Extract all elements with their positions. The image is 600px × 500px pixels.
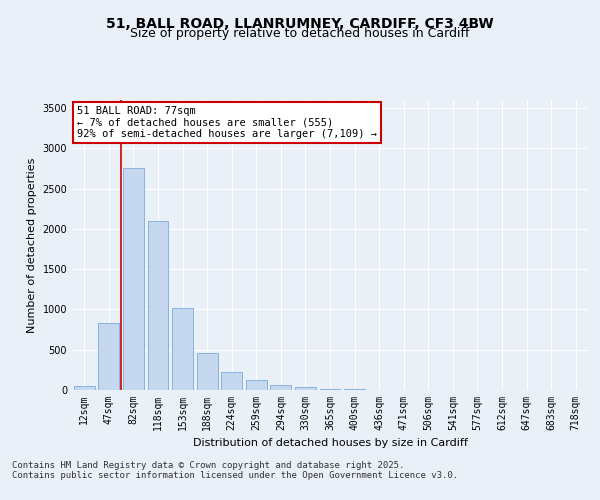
Text: 51, BALL ROAD, LLANRUMNEY, CARDIFF, CF3 4BW: 51, BALL ROAD, LLANRUMNEY, CARDIFF, CF3 …	[106, 18, 494, 32]
Bar	[197, 353, 218, 390]
Bar	[320, 389, 340, 390]
X-axis label: Distribution of detached houses by size in Cardiff: Distribution of detached houses by size …	[193, 438, 467, 448]
Bar	[295, 387, 316, 390]
Bar	[172, 308, 193, 390]
Text: 51 BALL ROAD: 77sqm
← 7% of detached houses are smaller (555)
92% of semi-detach: 51 BALL ROAD: 77sqm ← 7% of detached hou…	[77, 106, 377, 139]
Text: Contains HM Land Registry data © Crown copyright and database right 2025.: Contains HM Land Registry data © Crown c…	[12, 462, 404, 470]
Bar	[98, 323, 119, 390]
Bar	[246, 380, 267, 390]
Bar	[271, 385, 292, 390]
Bar	[221, 372, 242, 390]
Text: Contains public sector information licensed under the Open Government Licence v3: Contains public sector information licen…	[12, 472, 458, 480]
Bar	[74, 386, 95, 390]
Text: Size of property relative to detached houses in Cardiff: Size of property relative to detached ho…	[130, 28, 470, 40]
Bar	[123, 168, 144, 390]
Bar	[148, 221, 169, 390]
Y-axis label: Number of detached properties: Number of detached properties	[27, 158, 37, 332]
